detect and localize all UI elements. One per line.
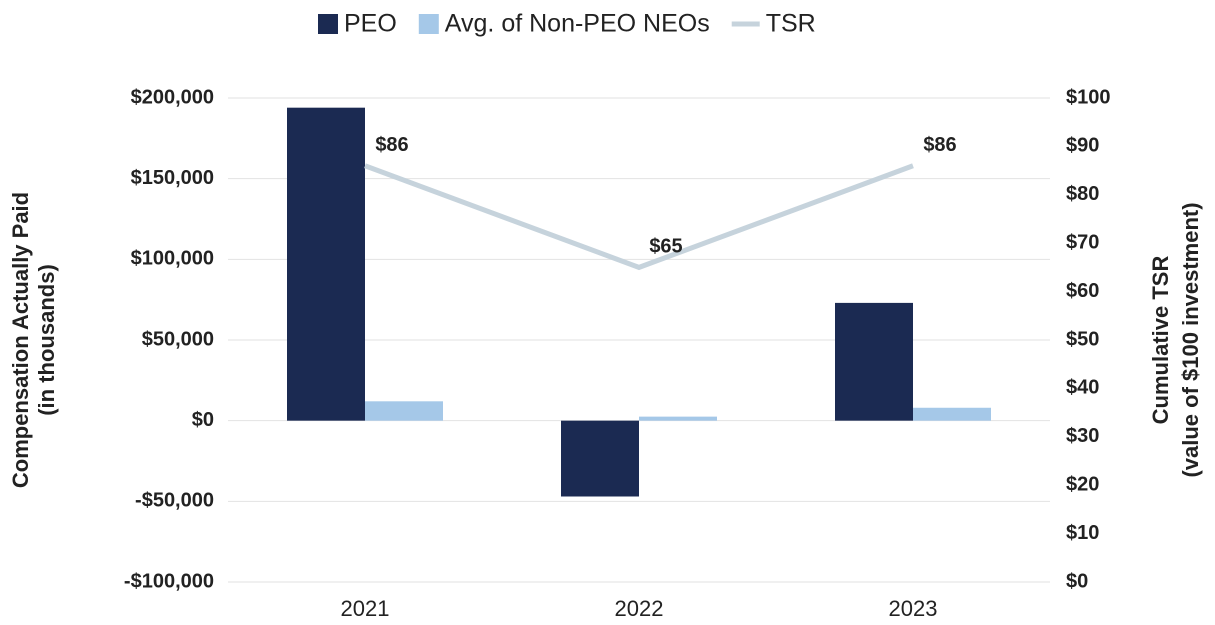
data-label: $65: [649, 236, 682, 258]
y2-axis-title-line: Cumulative TSR: [1148, 256, 1173, 425]
y-tick-label: $100,000: [131, 248, 214, 270]
y-tick-label: $50,000: [142, 328, 214, 350]
y2-tick-label: $20: [1066, 473, 1099, 495]
legend-label: PEO: [344, 10, 397, 38]
y-tick-label: $200,000: [131, 86, 214, 108]
y-tick-label: -$50,000: [135, 490, 214, 512]
y2-tick-label: $70: [1066, 231, 1099, 253]
x-tick-label: 2022: [615, 596, 664, 621]
bar: [287, 107, 365, 421]
legend-swatch: [318, 14, 338, 34]
y-tick-label: -$100,000: [124, 570, 214, 592]
y2-axis-title-line: (value of $100 investment): [1178, 202, 1203, 477]
y2-tick-label: $60: [1066, 280, 1099, 302]
data-label: $86: [923, 134, 956, 156]
y2-tick-label: $0: [1066, 570, 1088, 592]
legend-label: Avg. of Non-PEO NEOs: [445, 10, 710, 38]
y2-tick-label: $80: [1066, 183, 1099, 205]
y-axis-title-line: (in thousands): [34, 264, 59, 416]
y2-axis-title: Cumulative TSR (value of $100 investment): [1148, 202, 1203, 477]
y2-tick-label: $40: [1066, 377, 1099, 399]
bar: [913, 407, 991, 421]
tsr-line: [364, 163, 914, 271]
y-tick-label: $0: [192, 409, 214, 431]
bar: [639, 416, 717, 421]
y-axis-title: Compensation Actually Paid(in thousands): [8, 192, 59, 488]
y2-tick-label: $100: [1066, 86, 1111, 108]
bar: [835, 302, 913, 421]
y-axis-title-line: Compensation Actually Paid: [8, 192, 33, 488]
y2-tick-label: $90: [1066, 135, 1099, 157]
y2-tick-label: $30: [1066, 425, 1099, 447]
x-tick-label: 2023: [889, 596, 938, 621]
bar: [561, 420, 639, 497]
bar: [365, 401, 443, 421]
legend-label: TSR: [766, 10, 816, 38]
legend-swatch: [418, 14, 439, 34]
y-tick-label: $150,000: [131, 167, 214, 189]
y2-tick-label: $10: [1066, 522, 1099, 544]
y2-tick-label: $50: [1066, 328, 1099, 350]
x-tick-label: 2021: [341, 596, 390, 621]
data-label: $86: [375, 134, 408, 156]
